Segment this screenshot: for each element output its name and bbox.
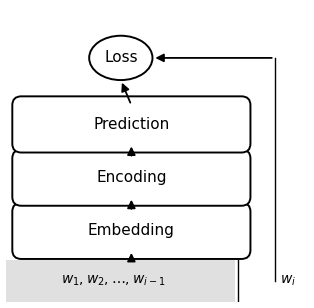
Text: Loss: Loss — [104, 51, 138, 65]
FancyBboxPatch shape — [12, 203, 251, 259]
Text: Embedding: Embedding — [88, 223, 175, 238]
FancyBboxPatch shape — [6, 261, 236, 302]
FancyBboxPatch shape — [12, 96, 251, 152]
Ellipse shape — [89, 36, 153, 80]
Text: Prediction: Prediction — [93, 117, 170, 132]
Text: $w_i$: $w_i$ — [280, 274, 296, 288]
Text: $w_1, w_2, \ldots, w_{i-1}$: $w_1, w_2, \ldots, w_{i-1}$ — [61, 274, 165, 288]
Text: Encoding: Encoding — [96, 170, 167, 185]
FancyBboxPatch shape — [12, 150, 251, 206]
